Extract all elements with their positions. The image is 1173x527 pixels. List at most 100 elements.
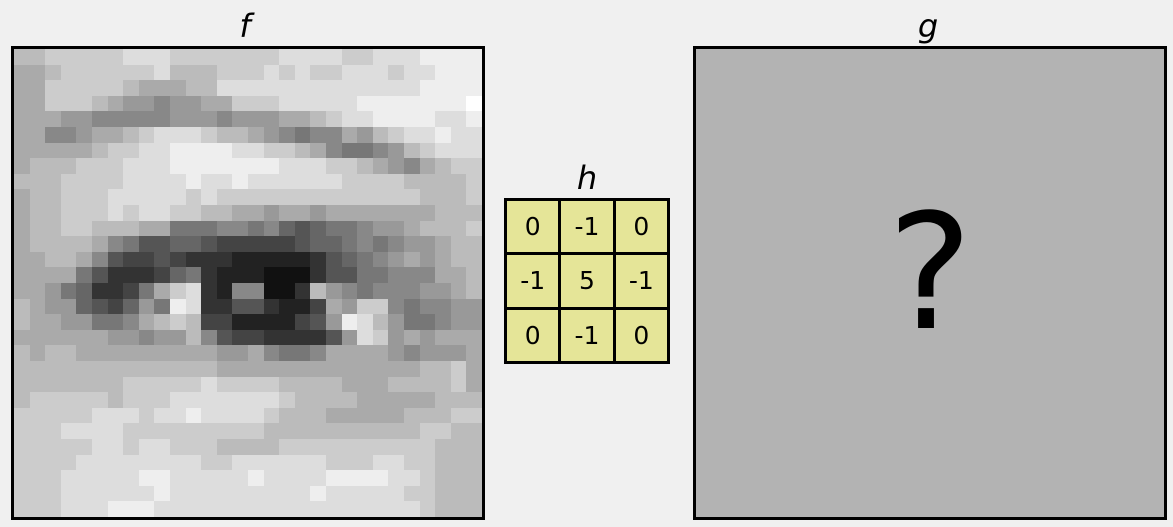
image-pixel [372, 49, 389, 65]
image-pixel [248, 220, 264, 237]
image-pixel [294, 501, 311, 517]
image-pixel [248, 158, 264, 174]
image-pixel [372, 64, 389, 81]
image-pixel [310, 407, 326, 424]
image-pixel [263, 127, 280, 143]
kernel-cell: 5 [561, 255, 613, 307]
image-pixel [201, 423, 217, 439]
image-pixel [279, 267, 295, 283]
image-pixel [216, 345, 233, 361]
image-pixel [419, 501, 436, 517]
image-pixel [248, 127, 264, 143]
image-pixel [14, 236, 30, 252]
image-pixel [450, 329, 467, 346]
image-pixel [326, 127, 342, 143]
image-pixel [107, 220, 124, 237]
kernel-cell: 0 [615, 201, 667, 253]
image-pixel [201, 80, 217, 96]
image-pixel [92, 220, 108, 237]
image-pixel [294, 111, 311, 127]
image-pixel [138, 251, 155, 268]
image-pixel [107, 314, 124, 330]
image-pixel [435, 283, 451, 299]
image-pixel [248, 111, 264, 127]
image-pixel [279, 127, 295, 143]
image-pixel [29, 329, 46, 346]
image-pixel [419, 220, 436, 237]
image-pixel [372, 485, 389, 502]
image-pixel [170, 236, 186, 252]
image-pixel [138, 64, 155, 81]
image-pixel [372, 220, 389, 237]
image-pixel [263, 314, 280, 330]
image-pixel [60, 220, 77, 237]
image-pixel [185, 407, 202, 424]
image-pixel [232, 392, 248, 408]
image-pixel [357, 439, 373, 455]
image-pixel [419, 49, 436, 65]
image-pixel [326, 439, 342, 455]
image-pixel [341, 485, 358, 502]
image-pixel [170, 251, 186, 268]
image-pixel [76, 501, 92, 517]
image-pixel [263, 345, 280, 361]
image-pixel [404, 329, 420, 346]
image-pixel [450, 95, 467, 112]
image-pixel [154, 142, 170, 159]
image-pixel [466, 251, 482, 268]
image-pixel [92, 329, 108, 346]
image-pixel [123, 142, 139, 159]
image-pixel [123, 95, 139, 112]
image-pixel [232, 189, 248, 205]
image-pixel [450, 298, 467, 315]
image-pixel [123, 80, 139, 96]
image-pixel [92, 314, 108, 330]
image-pixel [92, 267, 108, 283]
image-pixel [232, 501, 248, 517]
image-pixel [123, 49, 139, 65]
image-pixel [14, 127, 30, 143]
image-pixel [435, 173, 451, 190]
image-pixel [341, 329, 358, 346]
image-pixel [29, 236, 46, 252]
image-pixel [450, 267, 467, 283]
image-pixel [404, 189, 420, 205]
image-pixel [310, 127, 326, 143]
image-pixel [450, 142, 467, 159]
image-pixel [279, 251, 295, 268]
image-pixel [357, 95, 373, 112]
image-pixel [14, 439, 30, 455]
image-pixel [29, 407, 46, 424]
image-pixel [450, 407, 467, 424]
image-pixel [76, 376, 92, 393]
image-pixel [92, 298, 108, 315]
image-pixel [216, 407, 233, 424]
image-pixel [92, 173, 108, 190]
image-pixel [232, 95, 248, 112]
image-pixel [60, 345, 77, 361]
image-pixel [357, 345, 373, 361]
image-pixel [123, 158, 139, 174]
image-pixel [170, 205, 186, 221]
image-pixel [138, 501, 155, 517]
image-pixel [138, 220, 155, 237]
image-pixel [248, 485, 264, 502]
image-pixel [76, 236, 92, 252]
image-pixel [14, 314, 30, 330]
image-pixel [466, 283, 482, 299]
image-pixel [60, 127, 77, 143]
image-pixel [450, 80, 467, 96]
image-pixel [107, 283, 124, 299]
image-pixel [466, 407, 482, 424]
image-pixel [388, 111, 404, 127]
image-pixel [45, 423, 61, 439]
image-pixel [310, 267, 326, 283]
image-pixel [435, 423, 451, 439]
image-pixel [185, 376, 202, 393]
image-pixel [357, 158, 373, 174]
image-pixel [138, 49, 155, 65]
image-pixel [294, 49, 311, 65]
image-pixel [14, 49, 30, 65]
image-pixel [232, 345, 248, 361]
image-pixel [388, 158, 404, 174]
